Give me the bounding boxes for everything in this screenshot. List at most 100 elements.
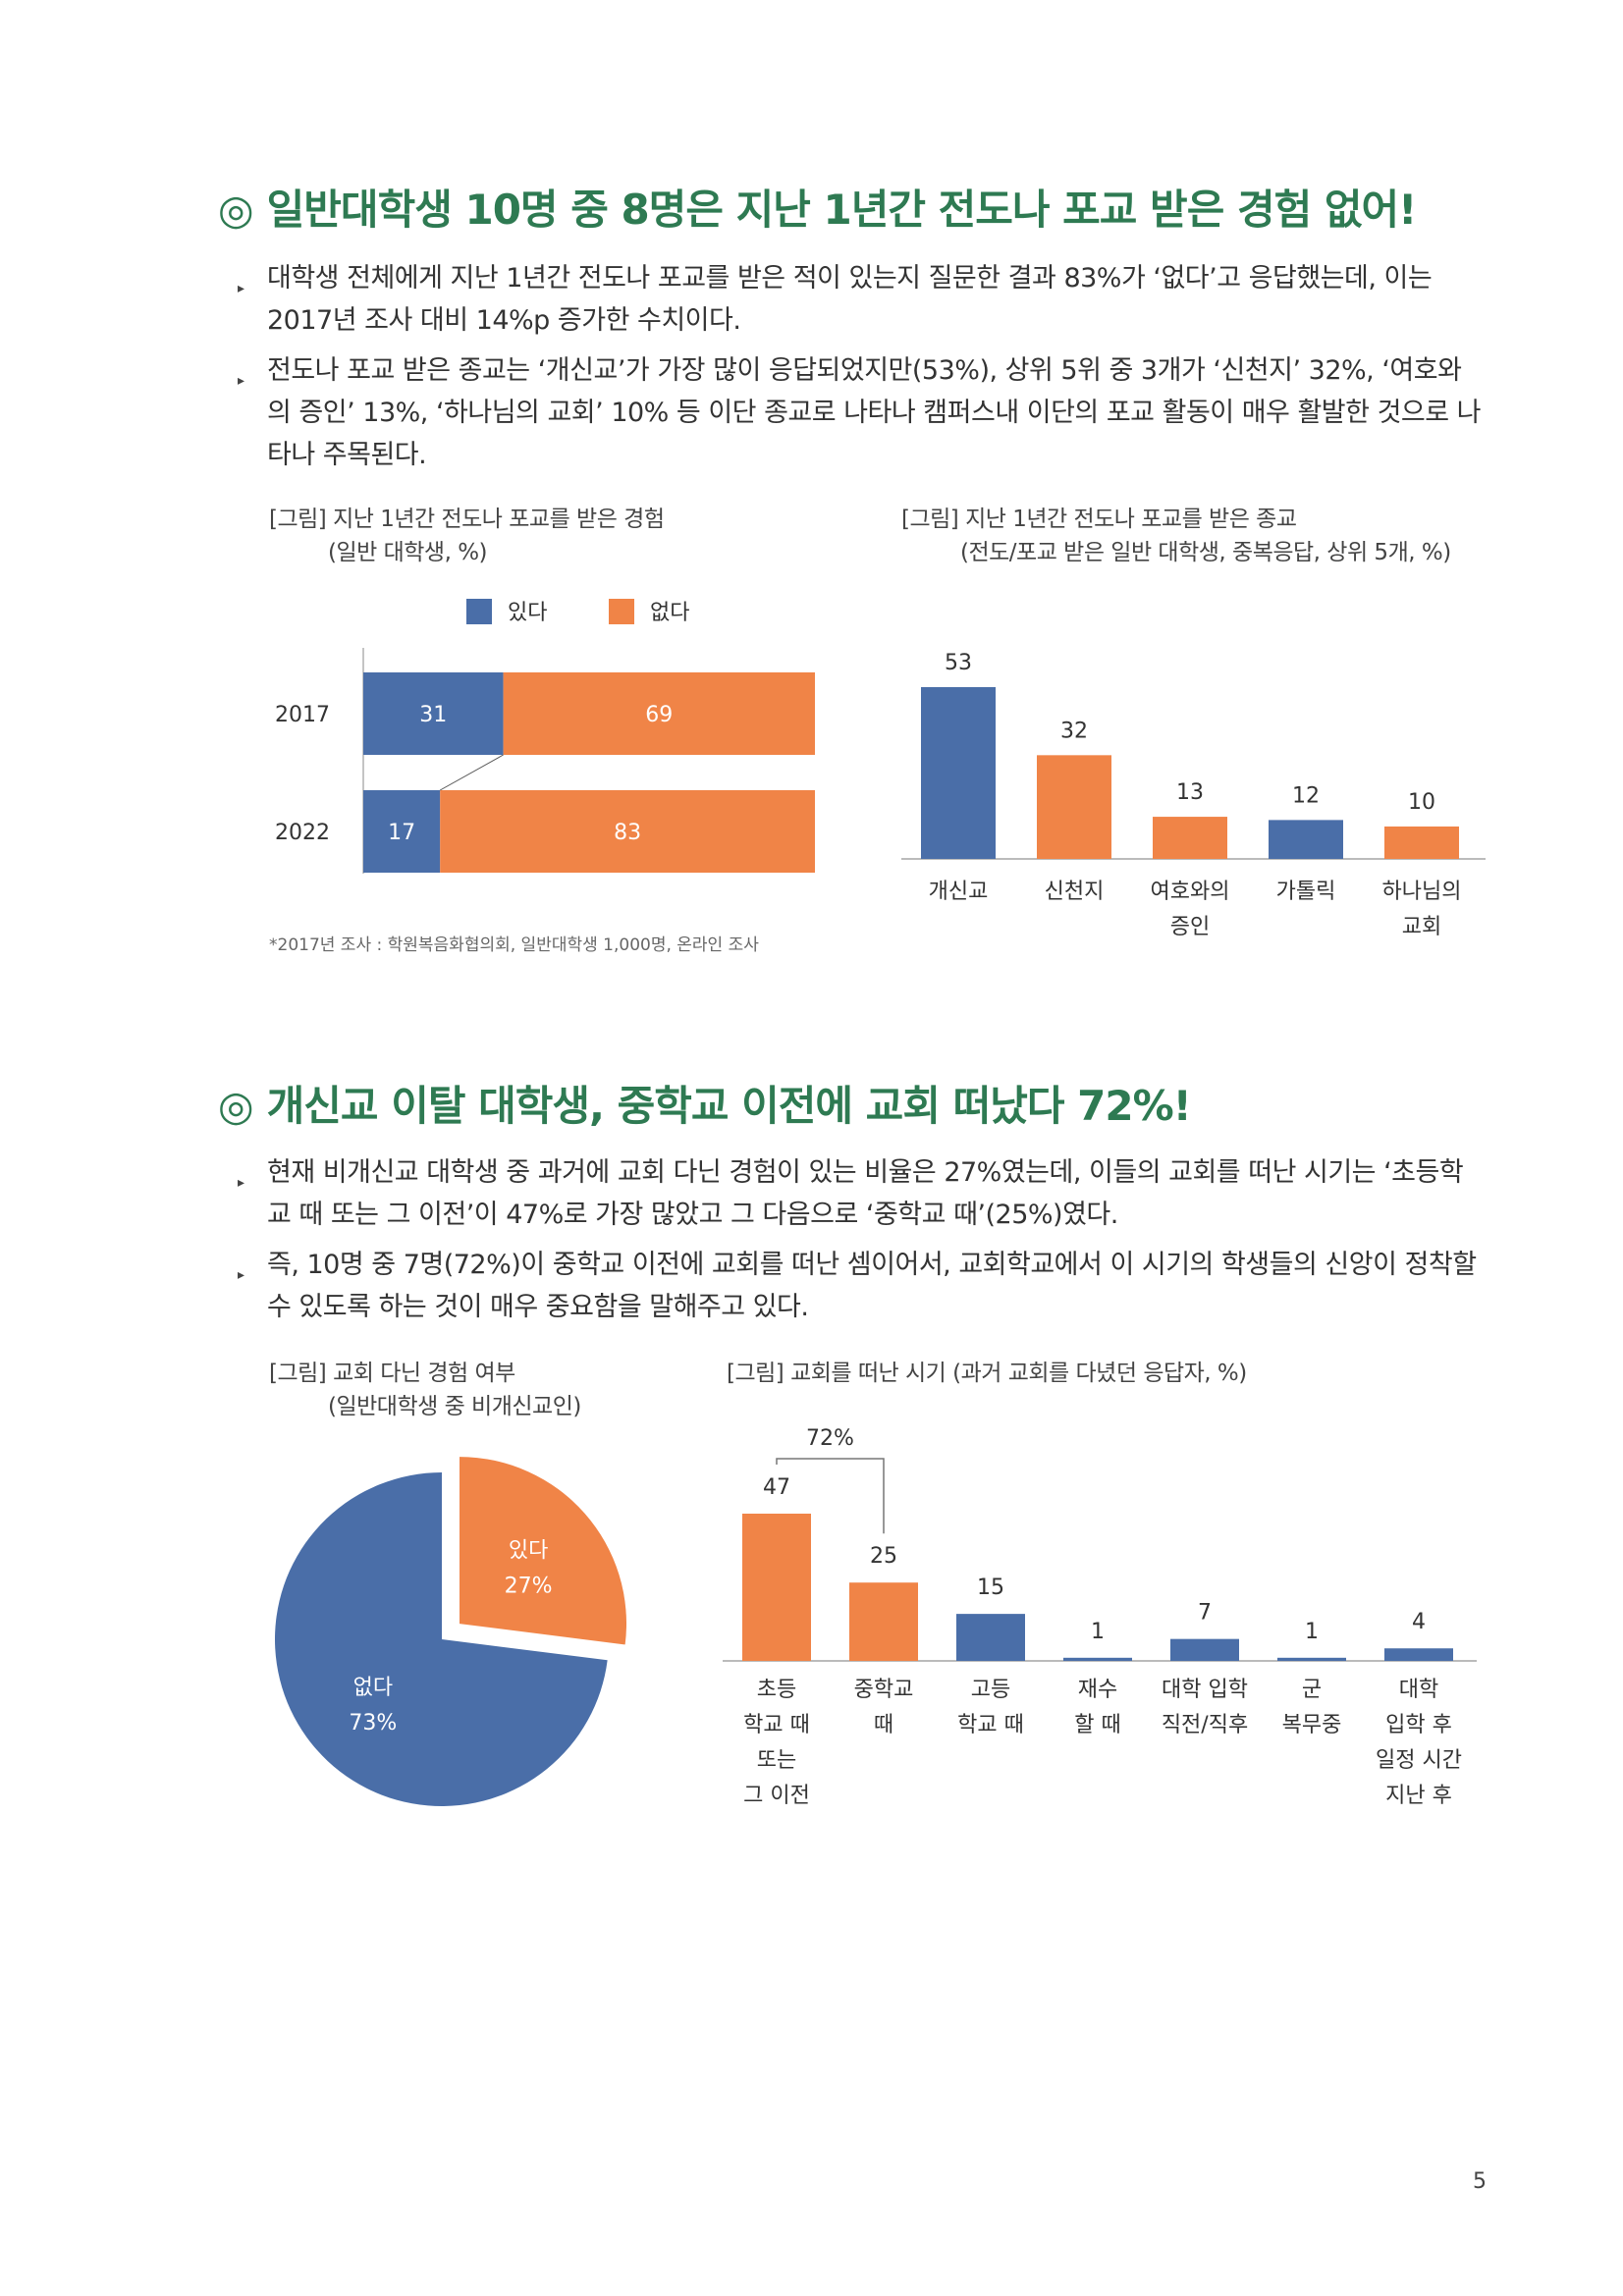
tick-label: 그 이전: [743, 1784, 810, 1808]
data-label: 10: [1408, 790, 1435, 815]
section1-title: ◎ 일반대학생 10명 중 8명은 지난 1년간 전도나 포교 받은 경험 없어!: [218, 177, 1418, 237]
bar: [1384, 826, 1459, 859]
double-circle-icon: ◎: [218, 186, 254, 234]
list-item: ▸ 대학생 전체에게 지난 1년간 전도나 포교를 받은 적이 있는지 질문한 결…: [238, 263, 1433, 336]
bar-segment: [363, 790, 441, 873]
slice-percent: 27%: [505, 1574, 553, 1598]
legend-swatch: [466, 599, 492, 624]
section1-title-text: 일반대학생 10명 중 8명은 지난 1년간 전도나 포교 받은 경험 없어!: [266, 186, 1418, 234]
tick-label: 또는: [757, 1748, 796, 1773]
slice-label: 없다: [353, 1676, 393, 1700]
figure4-caption: [그림] 교회를 떠난 시기 (과거 교회를 다녔던 응답자, %): [727, 1361, 1247, 1386]
triangle-bullet-icon: ▸: [238, 1175, 244, 1191]
tick-label: 중학교: [854, 1678, 914, 1702]
slice-percent: 73%: [349, 1711, 397, 1735]
tick-label: 지난 후: [1385, 1784, 1452, 1808]
chart-church-experience-pie: 있다 27% 없다 73%: [274, 1457, 627, 1806]
tick-label: 할 때: [1074, 1713, 1120, 1737]
legend-label: 없다: [650, 601, 689, 625]
section1-bullets: ▸ 대학생 전체에게 지난 1년간 전도나 포교를 받은 적이 있는지 질문한 결…: [236, 257, 1483, 484]
data-label: 12: [1292, 783, 1320, 808]
tick-label: 입학 후: [1385, 1713, 1452, 1737]
tick-label: 학교 때: [743, 1713, 810, 1737]
section2-title: ◎ 개신교 이탈 대학생, 중학교 이전에 교회 떠났다 72%!: [218, 1073, 1192, 1133]
bar: [742, 1514, 811, 1661]
bar: [956, 1614, 1025, 1661]
data-label: 15: [977, 1575, 1004, 1600]
pie-slice: [460, 1457, 627, 1645]
data-label: 53: [945, 651, 972, 675]
triangle-bullet-icon: ▸: [238, 373, 244, 389]
tick-label: 초등: [757, 1678, 796, 1702]
tick-label: 증인: [1170, 915, 1210, 939]
data-label: 47: [763, 1475, 790, 1500]
triangle-bullet-icon: ▸: [238, 1267, 244, 1283]
figure1-subcaption: (일반 대학생, %): [328, 540, 488, 565]
data-label: 4: [1412, 1610, 1426, 1634]
bar: [1037, 755, 1111, 859]
tick-label: 가톨릭: [1276, 880, 1336, 904]
figure3-caption: [그림] 교회 다닌 경험 여부 (일반대학생 중 비개신교인): [269, 1357, 581, 1423]
double-circle-icon: ◎: [218, 1082, 254, 1130]
legend-swatch: [609, 599, 634, 624]
data-label: 32: [1060, 719, 1088, 743]
connector-line: [439, 754, 504, 791]
data-label: 1: [1305, 1620, 1319, 1644]
bar-segment: [363, 672, 504, 755]
bracket-line: [776, 1458, 885, 1534]
figure1-caption: [그림] 지난 1년간 전도나 포교를 받은 경험 (일반 대학생, %): [269, 503, 665, 569]
figure2-subcaption: (전도/포교 받은 일반 대학생, 중복응답, 상위 5개, %): [960, 540, 1451, 565]
tick-label: 개신교: [929, 880, 989, 904]
data-label: 25: [870, 1544, 897, 1569]
bar: [921, 687, 996, 859]
tick-label: 하나님의: [1382, 880, 1462, 904]
bar: [1063, 1657, 1132, 1661]
triangle-bullet-icon: ▸: [238, 281, 244, 296]
data-label: 69: [645, 703, 673, 727]
tick-label: 직전/직후: [1162, 1713, 1248, 1737]
data-label: 31: [419, 703, 447, 727]
bar: [1277, 1657, 1346, 1661]
list-item: ▸ 즉, 10명 중 7명(72%)이 중학교 이전에 교회를 떠난 셈이어서, …: [238, 1250, 1477, 1322]
bar: [1269, 820, 1343, 859]
bar: [1170, 1638, 1239, 1661]
figure1-note: *2017년 조사 : 학원복음화협의회, 일반대학생 1,000명, 온라인 …: [269, 935, 759, 955]
section2-title-text: 개신교 이탈 대학생, 중학교 이전에 교회 떠났다 72%!: [266, 1082, 1192, 1130]
list-item: ▸ 현재 비개신교 대학생 중 과거에 교회 다닌 경험이 있는 비율은 27%였…: [238, 1157, 1464, 1230]
tick-label: 여호와의: [1151, 880, 1230, 904]
tick-label: 대학 입학: [1162, 1678, 1248, 1702]
tick-label: 학교 때: [957, 1713, 1024, 1737]
tick-label: 때: [874, 1713, 893, 1737]
bar: [1153, 817, 1227, 859]
pie-slice: [274, 1472, 608, 1806]
category-label: 2022: [275, 821, 330, 845]
data-label: 13: [1176, 780, 1204, 805]
tick-label: 고등: [971, 1678, 1010, 1702]
tick-label: 재수: [1078, 1678, 1117, 1702]
category-label: 2017: [275, 703, 330, 727]
bar-segment: [503, 672, 815, 755]
tick-label: 교회: [1402, 915, 1441, 939]
bar-segment: [440, 790, 815, 873]
bar: [849, 1582, 918, 1661]
figure3-subcaption: (일반대학생 중 비개신교인): [328, 1394, 581, 1419]
data-label: 7: [1198, 1601, 1212, 1626]
page-number: 5: [1473, 2169, 1487, 2194]
bracket-label: 72%: [806, 1426, 854, 1451]
data-label: 83: [614, 821, 641, 845]
figure2-caption: [그림] 지난 1년간 전도나 포교를 받은 종교 (전도/포교 받은 일반 대…: [901, 503, 1451, 569]
data-label: 17: [388, 821, 415, 845]
tick-label: 신천지: [1045, 880, 1105, 904]
data-label: 1: [1091, 1620, 1105, 1644]
legend-label: 있다: [508, 601, 547, 625]
section2-bullets: ▸ 현재 비개신교 대학생 중 과거에 교회 다닌 경험이 있는 비율은 27%였…: [236, 1151, 1483, 1336]
tick-label: 복무중: [1282, 1713, 1342, 1737]
bar: [1384, 1648, 1453, 1661]
slice-label: 있다: [509, 1538, 548, 1563]
chart-experience-stacked-bar: 있다 없다 2017 31 69 2022 17 83: [275, 599, 815, 874]
tick-label: 대학: [1399, 1678, 1438, 1702]
tick-label: 군: [1302, 1678, 1322, 1702]
list-item: ▸ 전도나 포교 받은 종교는 ‘개신교’가 가장 많이 응답되었지만(53%),…: [238, 355, 1482, 470]
